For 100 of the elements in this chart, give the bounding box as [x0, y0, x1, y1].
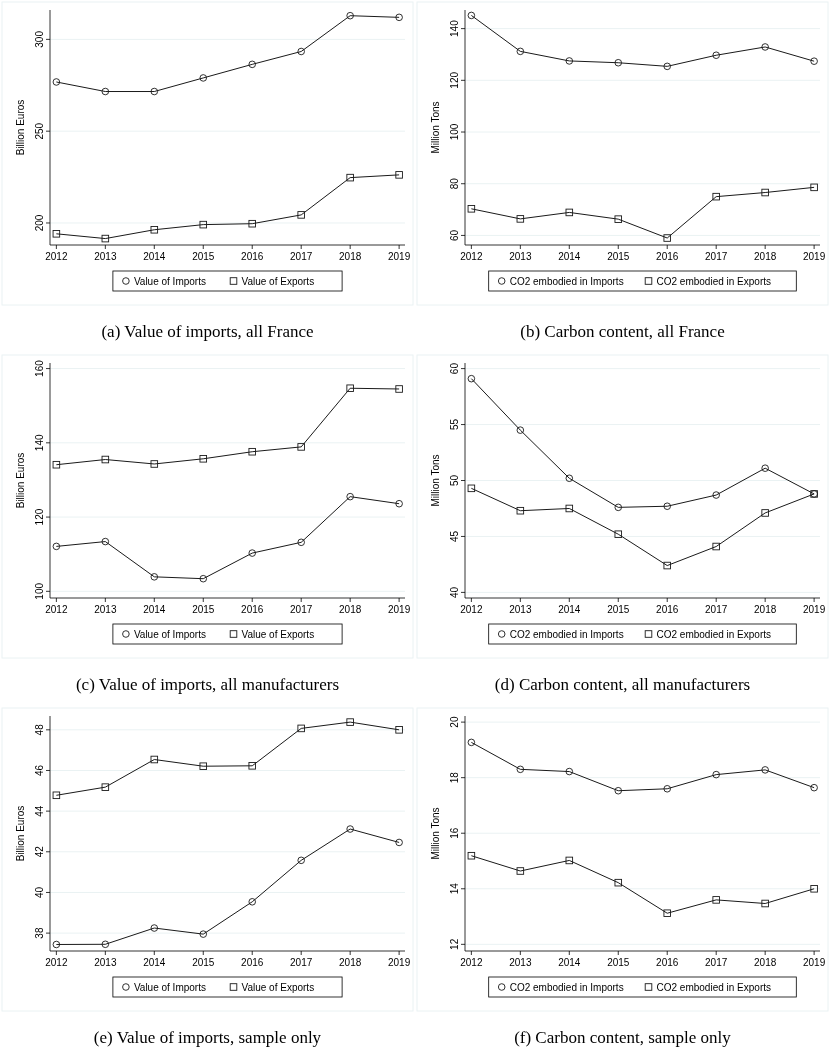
point [712, 542, 720, 551]
point [663, 785, 671, 793]
point [565, 767, 574, 776]
y-tick-label: 38 [34, 927, 45, 939]
legend-label: Value of Imports [133, 276, 206, 287]
point [761, 43, 769, 51]
x-tick-label: 2017 [290, 957, 313, 968]
y-axis-title: Million Tons [430, 101, 441, 154]
point [761, 766, 769, 774]
point [712, 770, 720, 779]
y-tick-label: 55 [449, 418, 460, 431]
x-tick-label: 2017 [290, 251, 313, 262]
point [101, 940, 110, 949]
y-tick-label: 120 [34, 508, 45, 526]
point [199, 74, 208, 82]
point [810, 57, 818, 65]
point [248, 60, 256, 69]
point [810, 183, 818, 192]
point [761, 188, 769, 197]
point [467, 851, 476, 860]
point [712, 51, 720, 59]
point [346, 718, 354, 726]
y-tick-label: 120 [449, 71, 460, 89]
x-tick-label: 2012 [45, 957, 68, 968]
y-axis-title: Billion Euros [15, 99, 26, 156]
point [52, 230, 61, 238]
x-tick-label: 2013 [94, 957, 117, 968]
x-tick-label: 2017 [290, 604, 313, 615]
legend-label: Value of Exports [241, 276, 315, 287]
point [101, 537, 110, 546]
point [248, 549, 256, 557]
legend-label: CO2 embodied in Imports [509, 982, 624, 993]
x-tick-label: 2019 [388, 251, 411, 262]
point [395, 13, 403, 22]
x-tick-label: 2014 [143, 604, 166, 615]
x-tick-label: 2016 [241, 957, 264, 968]
y-tick-label: 16 [449, 827, 460, 839]
y-tick-label: 60 [449, 229, 460, 241]
point [467, 374, 476, 383]
point [150, 226, 159, 234]
point [516, 47, 525, 56]
point [663, 561, 671, 570]
point [565, 208, 574, 217]
x-tick-label: 2016 [656, 604, 679, 615]
point [516, 867, 525, 875]
point [297, 724, 305, 733]
x-tick-label: 2016 [241, 604, 264, 615]
text: (c) Value of imports, all manufacturers [75, 675, 340, 694]
x-tick-label: 2012 [45, 251, 68, 262]
point [150, 755, 159, 764]
legend-label: CO2 embodied in Imports [509, 629, 624, 640]
x-tick-label: 2015 [192, 251, 215, 262]
point [663, 502, 671, 510]
point [565, 504, 574, 513]
legend-label: CO2 embodied in Exports [656, 629, 772, 640]
x-tick-label: 2014 [558, 251, 581, 262]
text: (e) Value of imports, sample only [93, 1028, 322, 1047]
x-tick-label: 2016 [656, 957, 679, 968]
y-tick-label: 60 [449, 362, 460, 375]
x-tick-label: 2014 [143, 251, 166, 262]
point [712, 192, 720, 201]
y-axis-title: Million Tons [430, 807, 441, 860]
text: (b) Carbon content, all France [520, 322, 725, 341]
x-tick-label: 2013 [509, 604, 532, 615]
x-tick-label: 2019 [803, 957, 826, 968]
point [52, 791, 61, 800]
y-tick-label: 100 [449, 123, 460, 141]
point [52, 78, 61, 86]
point [395, 726, 403, 734]
point [761, 464, 769, 472]
x-tick-label: 2015 [192, 604, 215, 615]
y-tick-label: 42 [34, 845, 45, 858]
x-tick-label: 2012 [45, 604, 68, 615]
point [101, 87, 110, 96]
y-tick-label: 18 [449, 771, 460, 784]
x-tick-label: 2018 [339, 604, 362, 615]
point [199, 574, 208, 583]
x-tick-label: 2014 [558, 604, 581, 615]
legend-label: CO2 embodied in Exports [656, 276, 772, 287]
y-tick-label: 20 [449, 716, 460, 728]
x-tick-label: 2016 [241, 251, 264, 262]
x-tick-label: 2018 [754, 251, 777, 262]
point [150, 87, 159, 96]
y-tick-label: 46 [34, 764, 45, 777]
point [52, 542, 61, 551]
point [565, 856, 574, 865]
x-tick-label: 2017 [705, 251, 728, 262]
point [565, 474, 574, 483]
legend-label: CO2 embodied in Exports [656, 982, 772, 993]
point [248, 219, 256, 228]
point [346, 384, 354, 392]
point [346, 11, 354, 20]
point [52, 460, 61, 469]
point [199, 455, 208, 463]
point [297, 47, 305, 56]
point [663, 909, 671, 917]
point [248, 447, 256, 456]
legend-label: Value of Exports [241, 982, 315, 993]
point [101, 234, 110, 243]
point [614, 503, 623, 512]
